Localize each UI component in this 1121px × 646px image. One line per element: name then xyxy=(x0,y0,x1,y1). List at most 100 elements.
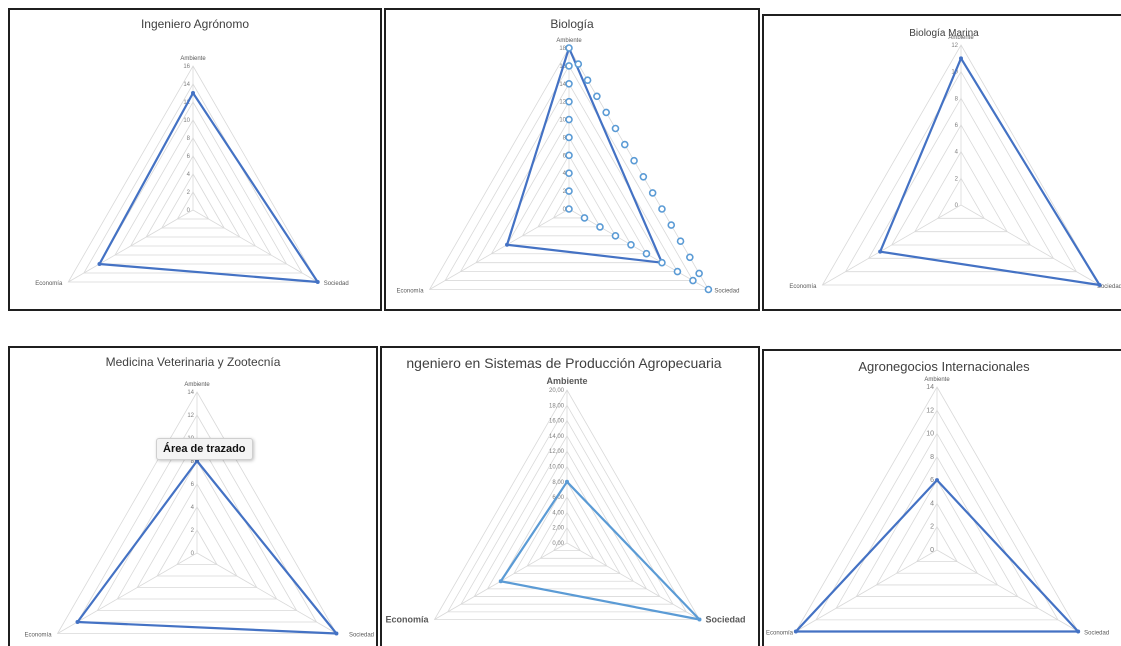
selection-marker[interactable] xyxy=(676,237,685,245)
tick-label: 14 xyxy=(559,82,566,88)
selection-marker[interactable] xyxy=(565,115,573,124)
chart-panel-5[interactable]: ngeniero en Sistemas de Producción Agrop… xyxy=(380,346,760,646)
selection-marker[interactable] xyxy=(673,267,682,276)
selection-marker[interactable] xyxy=(583,76,592,84)
series-point[interactable] xyxy=(1076,629,1081,634)
chart-title: Agronegocios Internacionales xyxy=(858,359,1030,374)
series-point[interactable] xyxy=(1097,283,1102,287)
series-point[interactable] xyxy=(959,56,963,61)
selection-marker[interactable] xyxy=(611,232,620,240)
chart-title: ngeniero en Sistemas de Producción Agrop… xyxy=(406,355,721,371)
selection-marker[interactable] xyxy=(689,276,697,285)
series-point[interactable] xyxy=(97,262,102,266)
tick-label: 4 xyxy=(187,172,191,178)
selection-marker[interactable] xyxy=(565,62,573,70)
grid-ring xyxy=(176,191,210,220)
selection-marker[interactable] xyxy=(611,124,620,133)
selection-marker[interactable] xyxy=(648,189,657,197)
selection-marker[interactable] xyxy=(574,60,583,68)
tick-label: 0 xyxy=(930,547,934,554)
grid-ring xyxy=(875,479,999,586)
series-point[interactable] xyxy=(75,620,80,624)
radar-chart-sistemas-produccion: ngeniero en Sistemas de Producción Agrop… xyxy=(385,355,746,625)
tick-label: 10,00 xyxy=(549,465,565,471)
tick-label: 8,00 xyxy=(552,480,564,486)
grid-ring xyxy=(844,70,1078,273)
series-point[interactable] xyxy=(498,579,503,584)
selection-marker[interactable] xyxy=(639,173,648,181)
chart-panel-1[interactable]: Ingeniero Agrónomo 0 2 4 6 8 10 12 14 16 Ambiente S… xyxy=(8,8,382,311)
grid-ring xyxy=(821,44,1101,286)
selection-marker[interactable] xyxy=(565,133,573,142)
axis-label-ambiente: Ambiente xyxy=(180,56,206,62)
grid-ring xyxy=(895,502,979,574)
series-line[interactable] xyxy=(98,91,319,284)
tick-label: 18,00 xyxy=(549,403,565,409)
chart-panel-3[interactable]: Biología Marina 0 2 4 6 8 10 12 Ambiente Sociedad… xyxy=(762,14,1121,311)
axis-spoke xyxy=(192,209,318,283)
series-line[interactable] xyxy=(499,480,701,621)
tick-label: 4 xyxy=(955,150,959,156)
series-point[interactable] xyxy=(878,249,883,254)
series-point[interactable] xyxy=(334,631,339,636)
grid-ring xyxy=(506,136,632,246)
selection-marker[interactable] xyxy=(658,258,666,267)
tick-label: 4 xyxy=(563,171,567,177)
axis-spoke xyxy=(822,204,962,286)
selection-marker[interactable] xyxy=(565,151,573,160)
selection-marker[interactable] xyxy=(630,156,638,165)
series-point[interactable] xyxy=(191,91,195,95)
grid-ring xyxy=(513,481,621,575)
grid-ring xyxy=(76,414,318,623)
selection-marker[interactable] xyxy=(565,169,573,178)
grid-ring xyxy=(500,465,634,582)
series-line[interactable] xyxy=(794,479,1080,633)
axis-label-sociedad: Sociedad xyxy=(706,615,746,625)
series-point[interactable] xyxy=(697,617,702,622)
selection-marker[interactable] xyxy=(620,140,629,149)
tick-label: 8 xyxy=(930,454,934,461)
selection-marker[interactable] xyxy=(686,253,694,262)
tick-label: 4 xyxy=(930,500,934,507)
selection-marker[interactable] xyxy=(565,187,573,195)
grid-ring xyxy=(937,177,985,219)
selection-marker[interactable] xyxy=(695,269,703,278)
selection-marker[interactable] xyxy=(627,240,635,249)
selection-marker[interactable] xyxy=(565,79,573,88)
grid-ring xyxy=(114,119,272,256)
selection-marker[interactable] xyxy=(565,97,573,106)
selection-marker[interactable] xyxy=(593,92,601,101)
chart-title: Biología xyxy=(550,17,594,31)
tick-label: 6,00 xyxy=(552,495,564,501)
radar-chart-agronegocios: Agronegocios Internacionales 0 2 4 6 8 10 12 14A… xyxy=(766,359,1109,637)
chart-panel-2[interactable]: Biología 0 2 4 6 8 10 12 14 16 18 Ambiente Sociedad E… xyxy=(384,8,760,311)
grid-ring xyxy=(444,65,694,281)
selection-marker[interactable] xyxy=(658,205,666,213)
selection-marker[interactable] xyxy=(602,108,610,117)
series-point[interactable] xyxy=(195,459,199,463)
series-line[interactable] xyxy=(879,57,1101,287)
axis-spoke xyxy=(960,204,1100,286)
selection-marker[interactable] xyxy=(565,44,573,52)
series-point[interactable] xyxy=(315,280,320,284)
tick-label: 20,00 xyxy=(549,388,565,394)
tick-label: 12 xyxy=(926,407,934,414)
series-point[interactable] xyxy=(505,242,510,247)
grid-ring xyxy=(914,150,1008,233)
grid-ring xyxy=(553,526,581,552)
tick-label: 2 xyxy=(930,524,934,531)
grid-ring xyxy=(815,409,1059,621)
selection-marker[interactable] xyxy=(667,221,676,229)
series-point[interactable] xyxy=(935,478,939,483)
series-point[interactable] xyxy=(565,479,569,484)
chart-panel-6[interactable]: Agronegocios Internacionales 0 2 4 6 8 10 12 14 A… xyxy=(762,349,1121,646)
selection-marker[interactable] xyxy=(642,249,651,258)
chart-panel-4[interactable]: Medicina Veterinaria y Zootecnía02468101… xyxy=(8,346,378,646)
selection-marker[interactable] xyxy=(565,205,573,213)
selection-marker[interactable] xyxy=(596,223,604,231)
series-line[interactable] xyxy=(76,459,338,635)
series-point[interactable] xyxy=(793,629,798,634)
series-line[interactable] xyxy=(505,46,664,264)
selection-marker[interactable] xyxy=(704,285,713,294)
selection-marker[interactable] xyxy=(580,214,589,222)
